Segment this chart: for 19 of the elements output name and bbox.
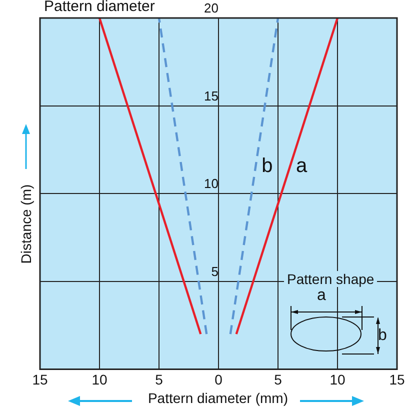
text: a (317, 287, 326, 304)
text: b (378, 327, 387, 344)
series-label: a (296, 155, 308, 178)
x-tick-label: 10 (92, 371, 108, 388)
y-tick-label: 10 (204, 176, 218, 192)
x-tick-label: 15 (32, 371, 48, 388)
annotation: Pattern shape (284, 271, 378, 287)
x-tick-label: 5 (155, 371, 164, 388)
x-tick-label: 0 (214, 371, 223, 388)
y-axis-title: Distance (m) (18, 184, 34, 264)
y-tick-label: 5 (211, 264, 218, 279)
series-label: b (262, 155, 273, 178)
x-axis-title: Pattern diameter (mm) (148, 390, 288, 406)
y-tick-label: 15 (204, 88, 218, 104)
x-tick-label: 5 (274, 371, 282, 388)
text: Pattern diameter (44, 0, 155, 15)
y-tick-label: 20 (204, 0, 218, 16)
x-tick-label: 15 (389, 371, 405, 388)
x-tick-label: 10 (330, 371, 346, 388)
